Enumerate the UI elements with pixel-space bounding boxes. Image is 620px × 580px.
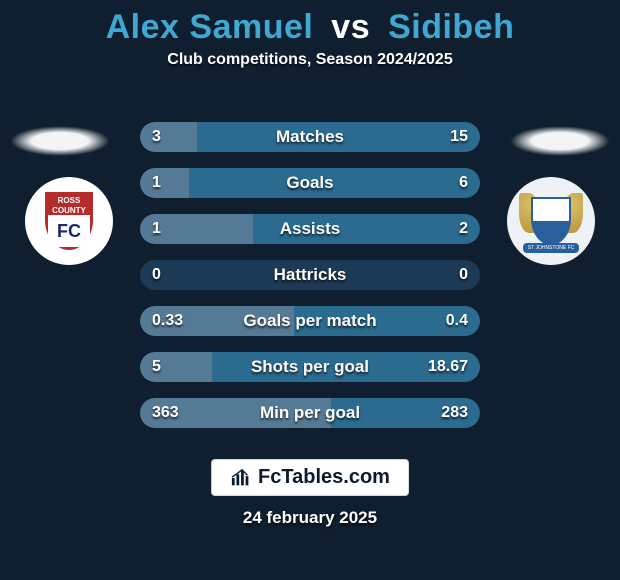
- brand-footer: FcTables.com: [211, 459, 409, 496]
- right-team-badge: ST JOHNSTONE FC: [507, 177, 595, 265]
- stat-label: Min per goal: [140, 398, 480, 428]
- ross-county-crest-icon: ROSSCOUNTY FC: [45, 192, 93, 250]
- right-silhouette-shadow: [510, 126, 610, 156]
- stat-value-left: 0.33: [152, 306, 183, 336]
- stat-value-right: 2: [459, 214, 468, 244]
- stat-value-right: 0.4: [446, 306, 468, 336]
- stat-row: Min per goal363 283: [140, 398, 480, 428]
- stat-value-right: 6: [459, 168, 468, 198]
- stat-value-left: 1: [152, 214, 161, 244]
- stat-label: Hattricks: [140, 260, 480, 290]
- stat-value-left: 363: [152, 398, 179, 428]
- stat-bars-container: Matches315Goals16Assists12Hattricks00Goa…: [140, 122, 480, 444]
- stat-row: Goals1 6: [140, 168, 480, 198]
- footer-date: 24 february 2025: [0, 508, 620, 528]
- left-silhouette-shadow: [10, 126, 110, 156]
- stat-value-left: 1: [152, 168, 161, 198]
- stat-value-left: 3: [152, 122, 161, 152]
- subtitle: Club competitions, Season 2024/2025: [0, 51, 620, 69]
- stat-label: Matches: [140, 122, 480, 152]
- bar-chart-icon: [230, 467, 252, 489]
- stat-label: Goals: [140, 168, 480, 198]
- brand-text: FcTables.com: [258, 466, 390, 489]
- stat-label: Goals per match: [140, 306, 480, 336]
- st-johnstone-crest-icon: ST JOHNSTONE FC: [521, 191, 581, 251]
- player1-name: Alex Samuel: [106, 8, 314, 46]
- player2-name: Sidibeh: [388, 8, 514, 46]
- stat-row: Goals per match0.33 0.4: [140, 306, 480, 336]
- vs-separator: vs: [331, 8, 370, 46]
- left-team-badge: ROSSCOUNTY FC: [25, 177, 113, 265]
- stat-value-right: 0: [459, 260, 468, 290]
- stat-value-right: 18.67: [428, 352, 468, 382]
- stat-label: Assists: [140, 214, 480, 244]
- comparison-title: Alex Samuel vs Sidibeh: [0, 0, 620, 47]
- stat-row: Hattricks0 0: [140, 260, 480, 290]
- stat-value-right: 283: [441, 398, 468, 428]
- stat-value-left: 5: [152, 352, 161, 382]
- stat-row: Shots per goal518.67: [140, 352, 480, 382]
- stat-value-left: 0: [152, 260, 161, 290]
- stat-value-right: 15: [450, 122, 468, 152]
- stat-row: Matches3 15: [140, 122, 480, 152]
- stat-row: Assists1 2: [140, 214, 480, 244]
